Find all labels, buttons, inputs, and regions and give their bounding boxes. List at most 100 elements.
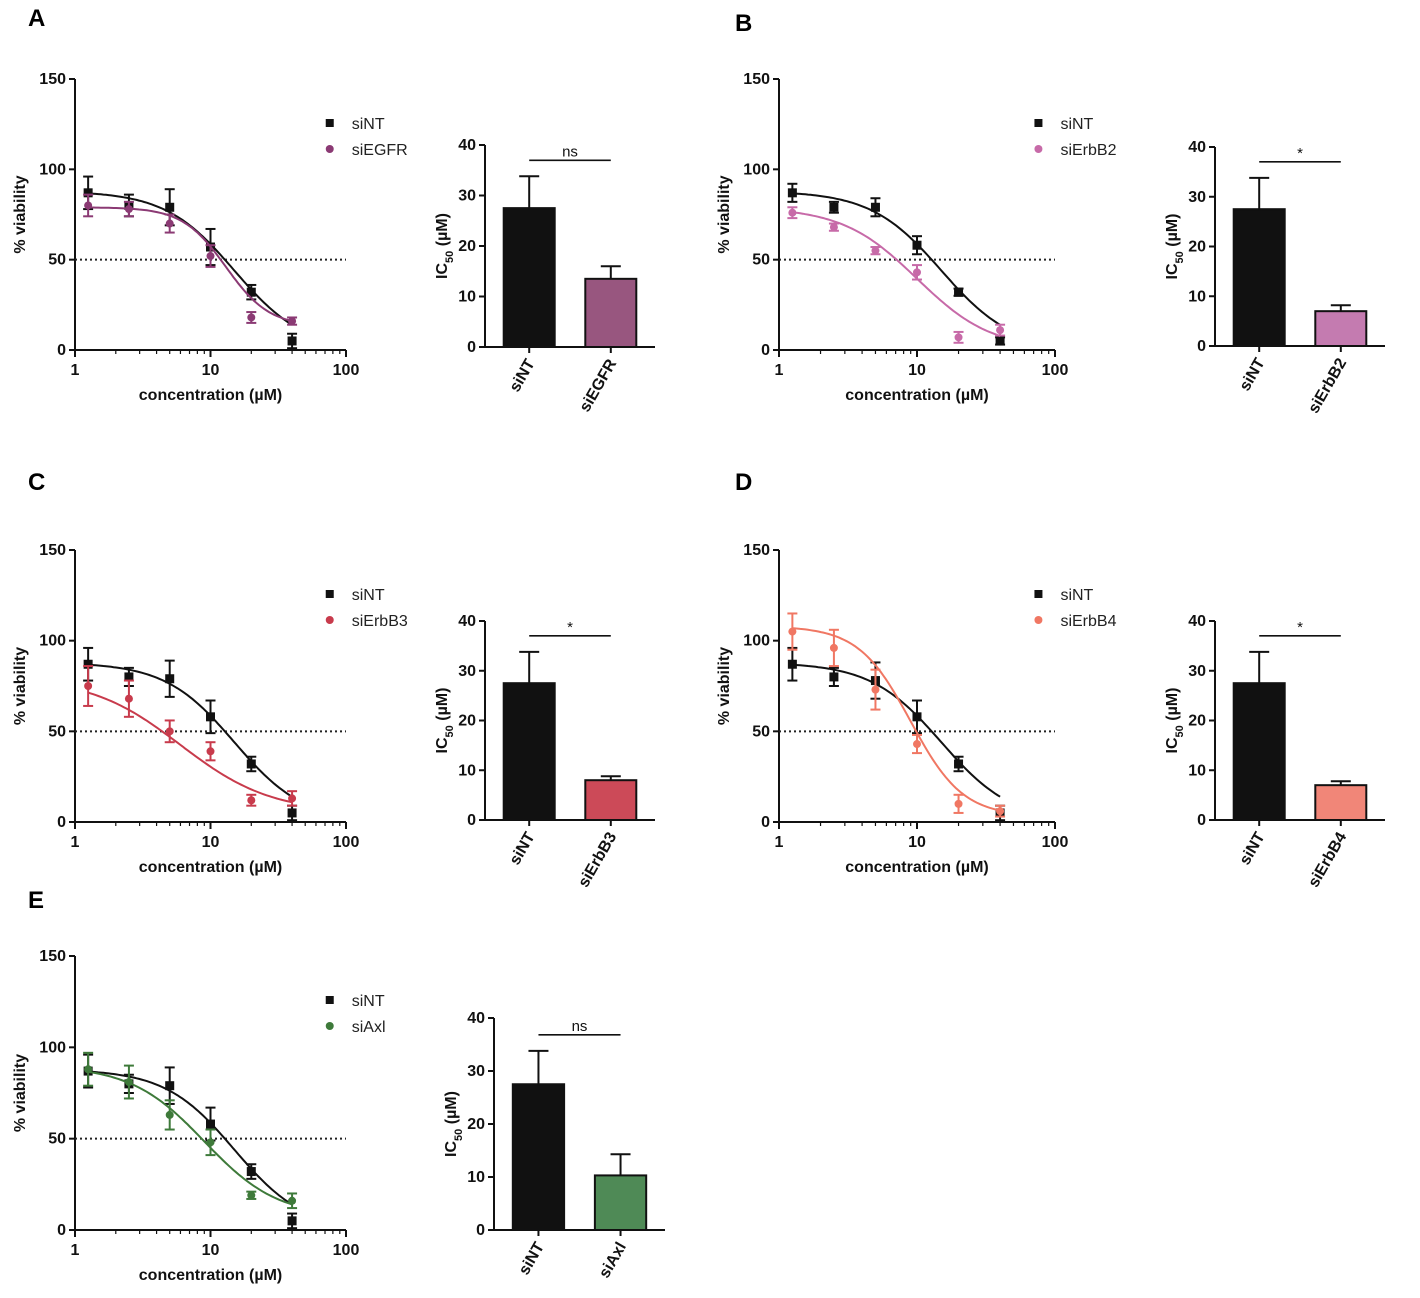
data-point-siAxl (288, 1196, 297, 1205)
data-point-siEGFR (288, 317, 297, 326)
y-tick-label: 150 (39, 948, 66, 965)
bar-siErbB2 (1314, 310, 1368, 347)
y-tick-label: 40 (1188, 613, 1206, 630)
data-point-siErbB3 (247, 796, 256, 805)
fit-curve-siErbB2 (792, 211, 1001, 337)
significance-label: ns (572, 1018, 588, 1035)
y-tick-label: 50 (48, 1131, 66, 1148)
ic50-bar-chart: 0 10 20 30 40 IC50 (µM) siNT siErbB3 * (434, 613, 655, 890)
category-label-siEGFR: siEGFR (577, 356, 621, 415)
y-axis-label: % viability (12, 647, 29, 725)
data-point-siNT (83, 188, 93, 198)
data-point-siErbB4 (954, 799, 963, 808)
y-axis-label-subscript: 50 (444, 251, 456, 263)
y-tick-label: 150 (743, 542, 770, 559)
y-tick-label: 0 (57, 1222, 66, 1239)
category-label-siErbB3: siErbB3 (575, 829, 620, 890)
data-point-siEGFR (124, 205, 133, 214)
y-tick-label: 10 (458, 289, 476, 306)
legend-marker-siErbB3 (325, 616, 334, 624)
x-axis-label: concentration (µM) (845, 387, 988, 404)
legend-label-siErbB4: siErbB4 (1060, 613, 1116, 630)
y-tick-label: 50 (752, 723, 770, 740)
data-point-siAxl (247, 1191, 256, 1200)
dose-response-chart: 0 50 100 150 1 10 100 concentration (µM) % viabi… (716, 71, 1117, 404)
y-axis-label-main: IC (443, 1141, 460, 1157)
legend-label-siErbB3: siErbB3 (352, 613, 408, 630)
legend-label-siNT: siNT (352, 587, 385, 604)
y-tick-label: 100 (39, 633, 66, 650)
panel-label: B (735, 10, 752, 37)
data-point-siErbB4 (788, 627, 797, 636)
significance-label: * (1297, 145, 1303, 162)
data-point-siErbB2 (788, 208, 797, 217)
x-tick-label: 100 (333, 1242, 360, 1259)
legend-marker-siNT (325, 119, 334, 127)
y-tick-label: 100 (743, 161, 770, 178)
y-tick-label: 40 (1188, 139, 1206, 156)
legend-marker-siNT (1034, 119, 1043, 127)
y-tick-label: 20 (1188, 239, 1206, 256)
bar-siErbB3 (584, 779, 638, 822)
y-axis-label-main: IC (1164, 737, 1181, 753)
bar-siAxl (593, 1174, 648, 1232)
category-label-siAxl: siAxl (596, 1240, 630, 1282)
data-point-siNT (246, 287, 256, 297)
y-axis-label-subscript: 50 (444, 725, 456, 737)
panel-label: C (28, 469, 45, 496)
y-tick-label: 10 (1188, 762, 1206, 779)
y-tick-label: 100 (39, 1039, 66, 1056)
data-point-siErbB3 (206, 747, 215, 756)
x-axis-label: concentration (µM) (845, 859, 988, 876)
data-point-siAxl (206, 1138, 215, 1147)
ic50-bar-chart: 0 10 20 30 40 IC50 (µM) siNT siEGFR ns (434, 137, 655, 415)
data-point-siNT (829, 672, 839, 682)
x-axis-label: concentration (µM) (139, 1267, 282, 1284)
y-axis-label: % viability (12, 1054, 29, 1132)
data-point-siErbB2 (913, 268, 921, 277)
x-tick-label: 1 (775, 834, 784, 851)
y-tick-label: 0 (476, 1222, 485, 1239)
fit-curve-siEGFR (88, 206, 293, 322)
data-point-siEGFR (247, 313, 256, 322)
data-point-siErbB3 (124, 694, 133, 703)
y-tick-label: 20 (458, 713, 476, 730)
y-axis-label: IC50 (µM) (1164, 214, 1186, 280)
data-point-siNT (206, 1119, 215, 1129)
data-point-siNT (287, 336, 297, 346)
y-tick-label: 30 (1188, 189, 1206, 206)
bar-siErbB4 (1314, 784, 1368, 821)
fit-curve-siAxl (87, 1070, 293, 1206)
y-tick-label: 100 (743, 633, 770, 650)
data-point-siNT (870, 202, 880, 212)
y-tick-label: 30 (467, 1063, 485, 1080)
y-tick-label: 0 (761, 342, 770, 359)
category-label-siNT: siNT (507, 829, 539, 868)
y-tick-label: 150 (39, 71, 66, 88)
y-tick-label: 10 (1188, 288, 1206, 305)
data-point-siNT (246, 1167, 256, 1177)
legend-marker-siEGFR (325, 145, 334, 153)
x-tick-label: 1 (71, 1242, 80, 1259)
significance-label: * (567, 619, 573, 636)
data-point-siErbB4 (996, 807, 1005, 816)
y-axis-label-unit: (µM) (434, 213, 451, 251)
y-axis-label-unit: (µM) (443, 1091, 460, 1129)
category-label-siErbB2: siErbB2 (1305, 355, 1350, 416)
y-axis-label-subscript: 50 (1174, 725, 1186, 737)
data-point-siNT (165, 674, 175, 684)
fit-curve-siNT (792, 663, 1001, 798)
data-point-siNT (165, 202, 175, 212)
data-point-siErbB2 (954, 333, 963, 342)
panel-label: A (28, 5, 45, 32)
fit-curve-siErbB3 (87, 691, 293, 804)
y-tick-label: 0 (57, 342, 66, 359)
x-axis-label: concentration (µM) (139, 387, 282, 404)
y-axis-label: % viability (716, 175, 733, 253)
y-axis-label-unit: (µM) (1164, 214, 1181, 252)
y-tick-label: 10 (458, 762, 476, 779)
y-tick-label: 50 (752, 252, 770, 269)
